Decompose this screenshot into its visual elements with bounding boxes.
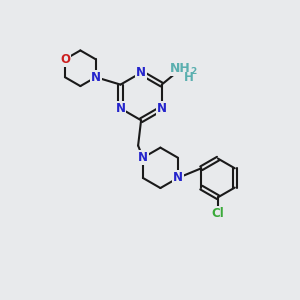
Text: N: N bbox=[157, 102, 167, 115]
Text: NH: NH bbox=[170, 62, 191, 75]
Text: 2: 2 bbox=[190, 67, 196, 76]
Text: N: N bbox=[116, 102, 125, 115]
Text: N: N bbox=[138, 151, 148, 164]
Text: N: N bbox=[91, 71, 101, 84]
Text: N: N bbox=[136, 66, 146, 79]
Text: H: H bbox=[184, 71, 194, 84]
Text: O: O bbox=[60, 53, 70, 66]
Text: Cl: Cl bbox=[212, 206, 224, 220]
Text: N: N bbox=[173, 171, 183, 184]
